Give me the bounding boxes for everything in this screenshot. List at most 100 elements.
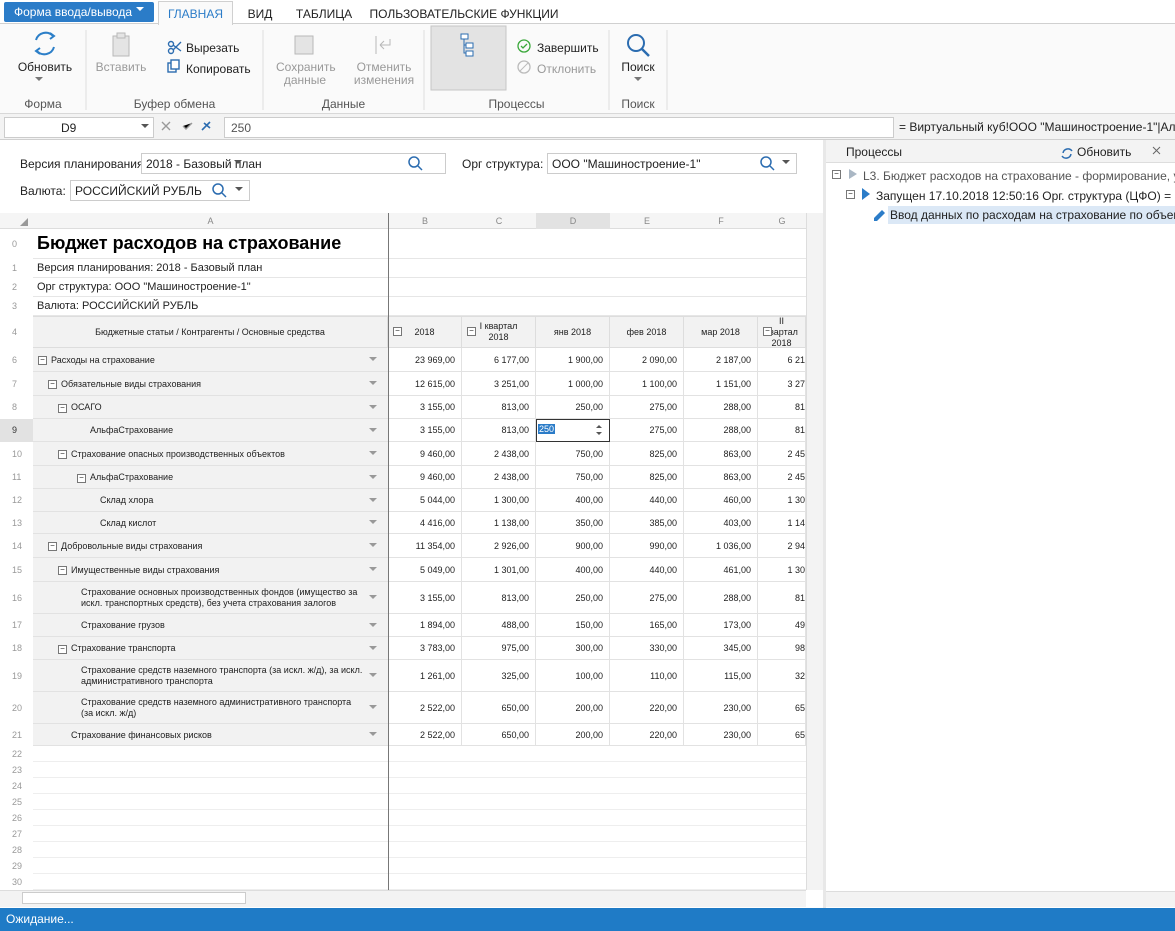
value-cell[interactable]: 3 27 xyxy=(758,372,806,396)
value-cell[interactable]: 3 251,00 xyxy=(462,372,536,396)
value-cell[interactable]: 3 155,00 xyxy=(388,396,462,419)
value-cell[interactable]: 6 21 xyxy=(758,348,806,372)
filter-icon[interactable] xyxy=(369,474,377,483)
value-cell[interactable]: 2 522,00 xyxy=(388,724,462,746)
spin-button[interactable] xyxy=(596,432,602,438)
value-cell[interactable]: 1 900,00 xyxy=(536,348,610,372)
value-cell[interactable]: 230,00 xyxy=(684,692,758,724)
ribbon-tab[interactable]: ТАБЛИЦА xyxy=(295,7,353,21)
process-tree-item[interactable]: Запущен 17.10.2018 12:50:16 Орг. структу… xyxy=(876,189,1175,203)
value-cell[interactable]: 9 460,00 xyxy=(388,442,462,466)
value-cell[interactable]: 2 94 xyxy=(758,534,806,558)
value-cell[interactable]: 200,00 xyxy=(536,724,610,746)
value-cell[interactable]: 461,00 xyxy=(684,558,758,582)
ribbon-tab[interactable]: ВИД xyxy=(247,7,273,21)
value-cell[interactable]: 813,00 xyxy=(462,396,536,419)
filter-icon[interactable] xyxy=(369,543,377,551)
value-cell[interactable]: 2 522,00 xyxy=(388,692,462,724)
filter-icon[interactable] xyxy=(369,673,377,681)
value-cell[interactable]: 200,00 xyxy=(536,692,610,724)
ribbon-tab[interactable]: ПОЛЬЗОВАТЕЛЬСКИЕ ФУНКЦИИ xyxy=(369,7,559,21)
ribbon-button[interactable]: Дерево процессов xyxy=(439,60,498,87)
value-cell[interactable]: 275,00 xyxy=(610,582,684,614)
value-cell[interactable]: 150,00 xyxy=(536,614,610,637)
ribbon-button[interactable]: Завершить xyxy=(537,41,599,55)
value-cell[interactable]: 4 416,00 xyxy=(388,512,462,534)
value-cell[interactable]: 1 100,00 xyxy=(610,372,684,396)
filter-icon[interactable] xyxy=(369,645,377,654)
value-cell[interactable]: 325,00 xyxy=(462,660,536,692)
value-cell[interactable]: 300,00 xyxy=(536,637,610,660)
value-cell[interactable]: 863,00 xyxy=(684,466,758,489)
filter-icon[interactable] xyxy=(369,732,377,740)
value-cell[interactable]: 1 036,00 xyxy=(684,534,758,558)
value-cell[interactable]: 5 049,00 xyxy=(388,558,462,582)
value-cell[interactable]: 1 30 xyxy=(758,489,806,512)
value-cell[interactable]: 220,00 xyxy=(610,692,684,724)
value-cell[interactable]: 23 969,00 xyxy=(388,348,462,372)
value-cell[interactable]: 288,00 xyxy=(684,582,758,614)
value-cell[interactable]: 81 xyxy=(758,582,806,614)
expand-button[interactable]: − xyxy=(58,644,67,654)
value-cell[interactable]: 275,00 xyxy=(610,396,684,419)
value-cell[interactable]: 9 460,00 xyxy=(388,466,462,489)
value-cell[interactable]: 825,00 xyxy=(610,466,684,489)
value-cell[interactable]: 750,00 xyxy=(536,466,610,489)
value-cell[interactable] xyxy=(536,419,610,442)
value-cell[interactable]: 345,00 xyxy=(684,637,758,660)
value-cell[interactable]: 863,00 xyxy=(684,442,758,466)
value-cell[interactable]: 1 261,00 xyxy=(388,660,462,692)
value-cell[interactable]: 3 783,00 xyxy=(388,637,462,660)
filter-icon[interactable] xyxy=(369,451,377,459)
value-cell[interactable]: 32 xyxy=(758,660,806,692)
value-cell[interactable]: 400,00 xyxy=(536,558,610,582)
value-cell[interactable]: 11 354,00 xyxy=(388,534,462,558)
expand-button[interactable]: − xyxy=(48,380,57,389)
value-cell[interactable]: 385,00 xyxy=(610,512,684,534)
value-cell[interactable]: 1 300,00 xyxy=(462,489,536,512)
ribbon-button[interactable]: Вырезать xyxy=(186,41,240,55)
parameter-value[interactable]: ООО "Машиностроение-1" xyxy=(547,153,797,174)
value-cell[interactable]: 2 45 xyxy=(758,466,806,489)
value-cell[interactable]: 12 615,00 xyxy=(388,372,462,396)
value-cell[interactable]: 488,00 xyxy=(462,614,536,637)
value-cell[interactable]: 1 894,00 xyxy=(388,614,462,637)
value-cell[interactable]: 165,00 xyxy=(610,614,684,637)
value-cell[interactable]: 2 187,00 xyxy=(684,348,758,372)
expand-button[interactable]: − xyxy=(58,566,67,575)
collapse-button[interactable]: − xyxy=(467,327,476,336)
tree-expander[interactable]: − xyxy=(832,170,841,179)
ribbon-button[interactable]: Сохранить данные xyxy=(276,60,336,87)
value-cell[interactable]: 98 xyxy=(758,637,806,660)
ribbon-button[interactable]: Копировать xyxy=(186,62,251,76)
ribbon-tab[interactable]: ГЛАВНАЯ xyxy=(158,1,233,25)
value-cell[interactable]: 2 45 xyxy=(758,442,806,466)
formula-input[interactable]: 250 xyxy=(224,117,894,138)
app-button[interactable]: Форма ввода/вывода xyxy=(4,2,154,22)
parameter-value[interactable]: 2018 - Базовый план xyxy=(141,153,446,174)
parameter-value[interactable]: РОССИЙСКИЙ РУБЛЬ xyxy=(70,180,250,201)
ribbon-button[interactable]: Отменить изменения xyxy=(353,60,415,87)
value-cell[interactable]: 5 044,00 xyxy=(388,489,462,512)
value-cell[interactable]: 350,00 xyxy=(536,512,610,534)
value-cell[interactable]: 275,00 xyxy=(610,419,684,442)
ribbon-button[interactable]: Отклонить xyxy=(537,62,597,76)
value-cell[interactable]: 288,00 xyxy=(684,396,758,419)
expand-button[interactable]: − xyxy=(38,356,47,365)
value-cell[interactable]: 990,00 xyxy=(610,534,684,558)
filter-icon[interactable] xyxy=(369,404,377,413)
value-cell[interactable]: 330,00 xyxy=(610,637,684,660)
value-cell[interactable]: 2 438,00 xyxy=(462,466,536,489)
value-cell[interactable]: 650,00 xyxy=(462,724,536,746)
value-cell[interactable]: 81 xyxy=(758,396,806,419)
value-cell[interactable]: 250,00 xyxy=(536,396,610,419)
expand-button[interactable]: − xyxy=(58,403,67,413)
value-cell[interactable]: 460,00 xyxy=(684,489,758,512)
value-cell[interactable]: 440,00 xyxy=(610,489,684,512)
value-cell[interactable]: 813,00 xyxy=(462,419,536,442)
value-cell[interactable]: 220,00 xyxy=(610,724,684,746)
filter-icon[interactable] xyxy=(369,497,377,506)
value-cell[interactable]: 1 30 xyxy=(758,558,806,582)
process-tree-item[interactable]: L3. Бюджет расходов на страхование - фор… xyxy=(863,169,1175,183)
value-cell[interactable]: 1 14 xyxy=(758,512,806,534)
